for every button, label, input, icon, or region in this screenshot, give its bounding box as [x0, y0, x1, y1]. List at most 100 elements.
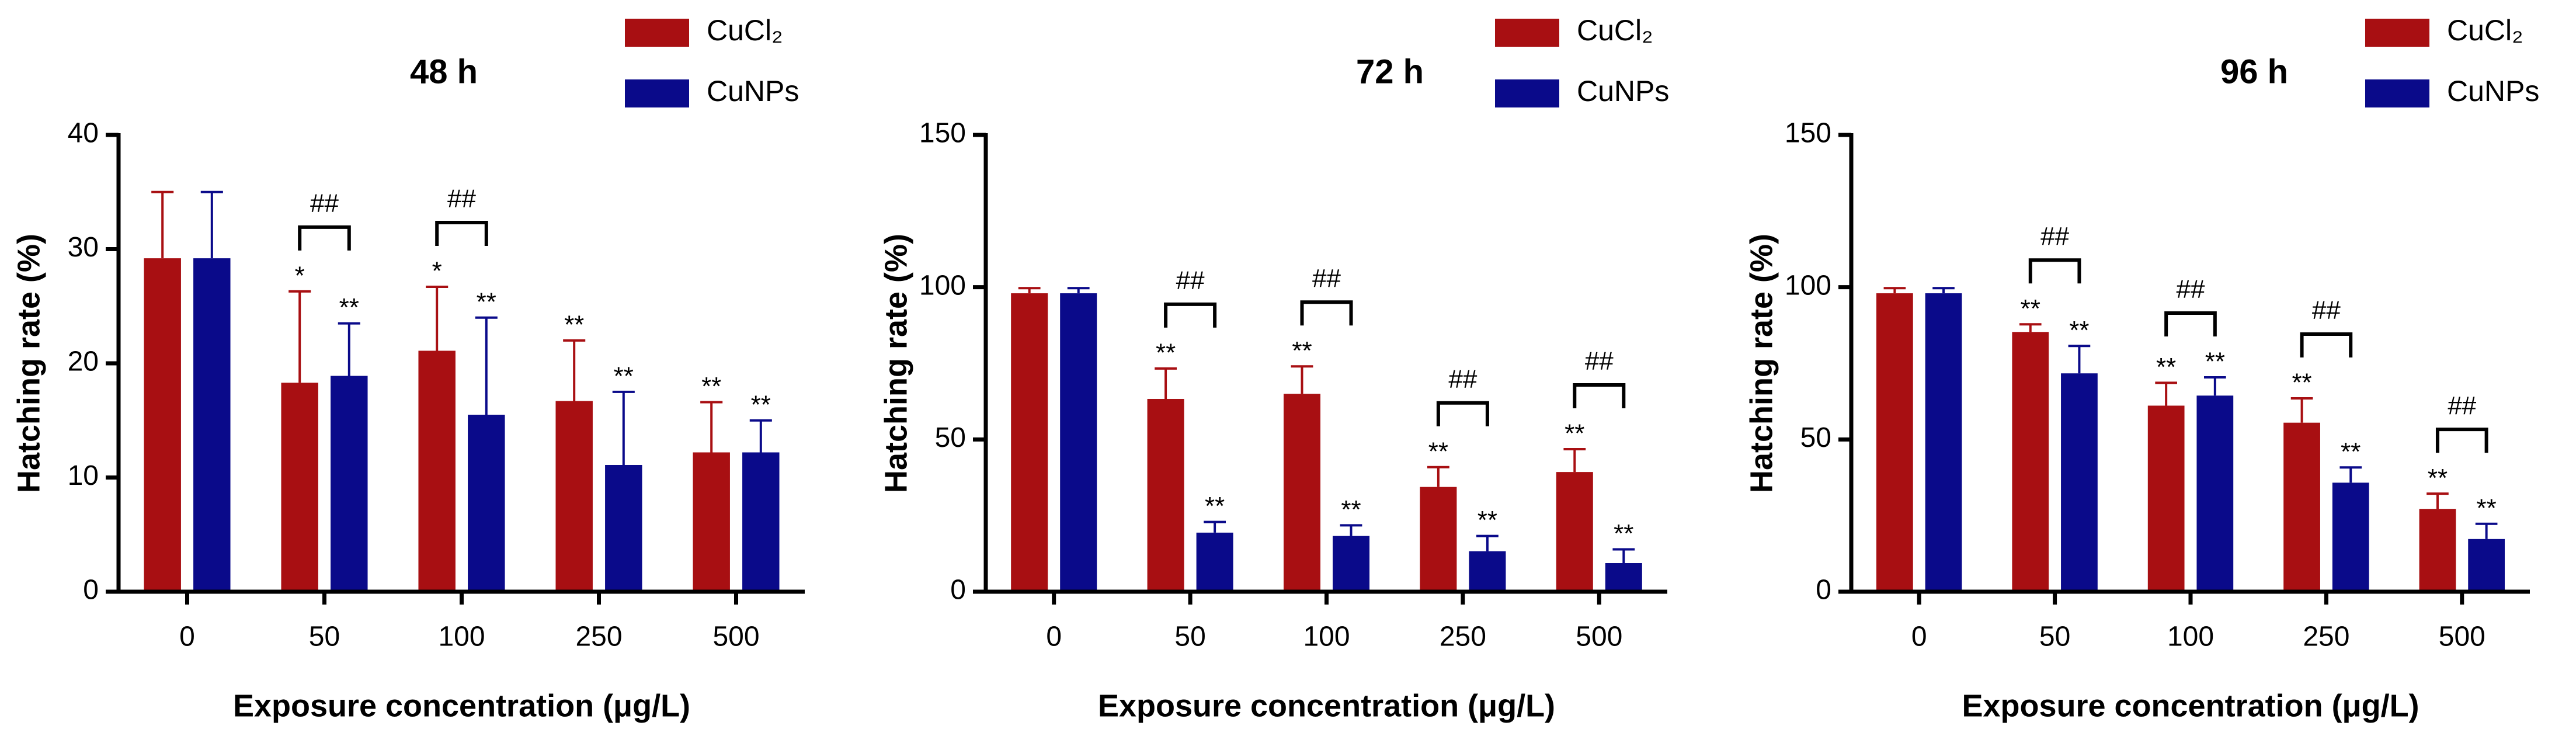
significance-label: ** [1205, 492, 1225, 520]
bar [2419, 509, 2456, 592]
bracket-label: ## [2312, 296, 2341, 325]
significance-label: ** [1156, 338, 1176, 367]
x-tick-label: 0 [1046, 621, 1062, 652]
bar [2061, 373, 2098, 592]
legend-label: CuCl₂ [707, 14, 783, 47]
x-axis-title: Exposure concentration (μg/L) [1098, 688, 1555, 723]
significance-label: * [295, 261, 305, 290]
legend-label: CuCl₂ [1577, 14, 1653, 47]
bar [468, 414, 505, 592]
bracket [1573, 383, 1626, 409]
significance-label: ** [2341, 438, 2361, 466]
significance-label: ** [2292, 369, 2311, 397]
bracket-label: ## [2177, 275, 2205, 304]
bracket-label: ## [2448, 391, 2476, 420]
chart-title: 72 h [1356, 53, 1424, 91]
legend-swatch [1495, 79, 1559, 107]
bar [693, 452, 730, 592]
significance-label: ** [2021, 294, 2040, 323]
x-tick-label: 100 [1303, 621, 1350, 652]
x-tick-label: 250 [1440, 621, 1486, 652]
bar [2468, 539, 2505, 592]
significance-label: ** [2069, 316, 2089, 345]
significance-label: ** [1341, 495, 1361, 524]
bracket [1436, 401, 1489, 426]
y-tick-label: 0 [950, 575, 966, 606]
bar [1556, 472, 1593, 592]
significance-label: * [432, 257, 442, 286]
y-tick-label: 10 [68, 460, 99, 491]
bar [1011, 293, 1048, 592]
y-axis-title: Hatching rate (%) [11, 234, 46, 493]
bar [2283, 422, 2320, 592]
bar [555, 401, 593, 592]
bracket-label: ## [1312, 264, 1341, 293]
y-tick-label: 50 [935, 422, 966, 453]
legend-label: CuNPs [1577, 75, 1669, 107]
bracket-label: ## [1176, 266, 1205, 294]
chart-title: 48 h [410, 53, 478, 91]
x-tick-label: 250 [2303, 621, 2349, 652]
significance-label: ** [2428, 464, 2448, 492]
significance-label: ** [2477, 494, 2497, 522]
bracket [2164, 311, 2217, 336]
significance-label: ** [477, 287, 496, 316]
x-tick-label: 250 [575, 621, 622, 652]
bar [1605, 562, 1642, 592]
x-tick-label: 50 [309, 621, 340, 652]
significance-label: ** [339, 293, 359, 322]
significance-label: ** [614, 362, 634, 391]
y-tick-label: 40 [68, 118, 99, 149]
legend-label: CuCl₂ [2447, 14, 2523, 47]
bar [331, 376, 368, 592]
significance-label: ** [1478, 506, 1497, 534]
x-tick-label: 0 [1911, 621, 1927, 652]
bar [605, 464, 642, 592]
y-tick-label: 0 [1816, 575, 1831, 606]
significance-label: ** [2156, 353, 2176, 381]
legend-swatch [1495, 19, 1559, 47]
bar [144, 258, 181, 592]
significance-label: ** [2205, 348, 2225, 376]
bracket [435, 221, 488, 246]
y-tick-label: 30 [68, 232, 99, 263]
legend-label: CuNPs [2447, 75, 2539, 107]
legend-swatch [2365, 19, 2429, 47]
significance-label: ** [1428, 437, 1448, 466]
chart-title: 96 h [2220, 53, 2288, 91]
bar [2332, 482, 2369, 592]
legend-label: CuNPs [707, 75, 799, 107]
significance-label: ** [1565, 419, 1584, 448]
legend-swatch [625, 19, 689, 47]
y-axis-title: Hatching rate (%) [878, 234, 913, 493]
y-tick-label: 150 [1785, 118, 1831, 149]
bracket-label: ## [310, 189, 339, 217]
significance-label: ** [1614, 519, 1633, 548]
y-tick-label: 50 [1800, 422, 1831, 453]
x-tick-label: 500 [2439, 621, 2485, 652]
bracket-label: ## [447, 185, 476, 213]
y-tick-label: 150 [919, 118, 966, 149]
bar [1283, 394, 1320, 592]
x-tick-label: 50 [2039, 621, 2070, 652]
significance-label: ** [564, 311, 584, 339]
x-axis-title: Exposure concentration (μg/L) [1962, 688, 2419, 723]
x-tick-label: 500 [1576, 621, 1622, 652]
x-tick-label: 50 [1174, 621, 1205, 652]
bar [1876, 293, 1913, 592]
bar [281, 383, 318, 592]
bracket-label: ## [1448, 364, 1477, 393]
x-tick-label: 100 [2167, 621, 2214, 652]
bar [2012, 332, 2049, 592]
bar [2196, 395, 2234, 592]
bar [1196, 532, 1233, 592]
y-tick-label: 20 [68, 346, 99, 377]
bar [1147, 398, 1184, 592]
bracket [1300, 300, 1353, 326]
bar [2147, 405, 2185, 592]
x-tick-label: 100 [438, 621, 485, 652]
significance-label: ** [1292, 336, 1312, 365]
legend-swatch [625, 79, 689, 107]
bar [1060, 293, 1097, 592]
